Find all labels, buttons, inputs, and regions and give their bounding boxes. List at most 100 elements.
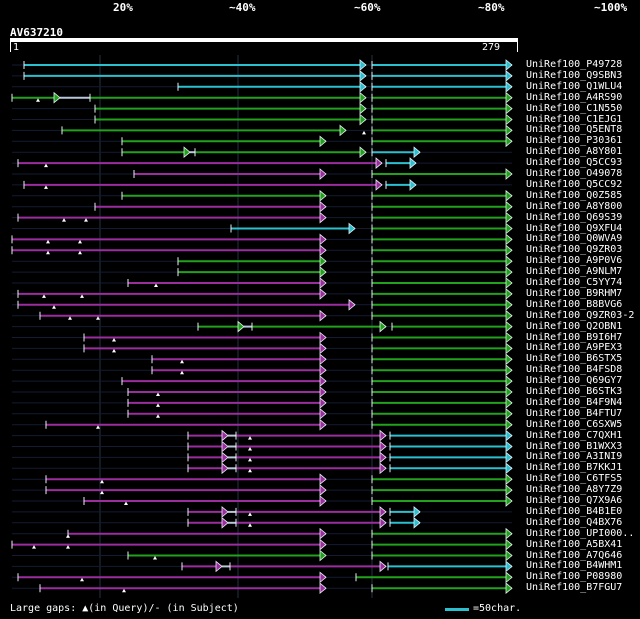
segment-end-arrow bbox=[505, 189, 513, 202]
hit-label[interactable]: UniRef100_A3INI9 bbox=[526, 451, 623, 463]
hit-label[interactable]: UniRef100_B6STK3 bbox=[526, 386, 623, 397]
hit-label[interactable]: UniRef100_B4FTU7 bbox=[526, 407, 623, 419]
hit-label[interactable]: UniRef100_P08980 bbox=[526, 571, 623, 583]
hit-label[interactable]: UniRef100_Q5CC93 bbox=[526, 157, 623, 169]
segment-end-arrow bbox=[319, 582, 327, 595]
segment-end-arrow bbox=[505, 549, 513, 562]
hit-label[interactable]: UniRef100_Q5ENT8 bbox=[526, 124, 623, 136]
segment-end-arrow bbox=[319, 407, 327, 420]
hit-label[interactable]: UniRef100_A9PEX3 bbox=[526, 342, 623, 354]
hit-label[interactable]: UniRef100_C7QXH1 bbox=[526, 429, 623, 441]
segment-end-arrow bbox=[505, 244, 513, 257]
hit-label[interactable]: UniRef100_Q9SBN3 bbox=[526, 69, 623, 81]
segment-end-arrow bbox=[413, 506, 421, 518]
query-gap-marker bbox=[156, 392, 160, 396]
hit-label[interactable]: UniRef100_A7Q646 bbox=[526, 549, 623, 561]
hit-label[interactable]: UniRef100_UPI000.. bbox=[526, 527, 635, 539]
hit-label[interactable]: UniRef100_B8BVG6 bbox=[526, 298, 623, 310]
segment-end-arrow bbox=[319, 211, 327, 224]
hit-label[interactable]: UniRef100_P30361 bbox=[526, 135, 623, 147]
hit-label[interactable]: UniRef100_Q5CC92 bbox=[526, 178, 623, 190]
hit-label[interactable]: UniRef100_B4B1E0 bbox=[526, 505, 623, 517]
hit-label[interactable]: UniRef100_B7FGU7 bbox=[526, 582, 623, 594]
hit-label[interactable]: UniRef100_Q1WLU4 bbox=[526, 80, 623, 92]
query-gap-marker bbox=[80, 577, 84, 582]
query-gap-marker bbox=[68, 316, 72, 320]
segment-end-arrow bbox=[505, 135, 513, 148]
segment-end-arrow bbox=[375, 179, 383, 191]
segment-end-arrow bbox=[379, 429, 387, 442]
query-gap-marker bbox=[248, 436, 252, 440]
scale-legend-bar bbox=[445, 608, 469, 611]
hit-label[interactable]: UniRef100_A9P0V6 bbox=[526, 255, 623, 267]
segment-end-arrow bbox=[505, 473, 513, 486]
query-gap-marker bbox=[156, 414, 160, 418]
hit-label[interactable]: UniRef100_C6TFS5 bbox=[526, 473, 623, 485]
hit-label[interactable]: UniRef100_O49078 bbox=[526, 168, 623, 179]
hit-label[interactable]: UniRef100_Q9ZR03 bbox=[526, 244, 623, 256]
segment-end-arrow bbox=[505, 80, 513, 93]
hit-label[interactable]: UniRef100_B9I6H7 bbox=[526, 331, 623, 343]
segment-end-arrow bbox=[505, 429, 513, 442]
segment-end-arrow bbox=[505, 91, 513, 104]
hit-label[interactable]: UniRef100_Q7X9A6 bbox=[526, 495, 623, 506]
segment-end-arrow bbox=[505, 375, 513, 387]
segment-end-arrow bbox=[319, 189, 327, 202]
hit-label[interactable]: UniRef100_B9RHM7 bbox=[526, 287, 623, 299]
hit-label[interactable]: UniRef100_Q69S39 bbox=[526, 211, 623, 223]
segment-end-arrow bbox=[505, 495, 513, 507]
hit-label[interactable]: UniRef100_Q69GY7 bbox=[526, 375, 623, 387]
query-gap-marker bbox=[112, 348, 116, 353]
query-gap-marker bbox=[248, 457, 252, 462]
query-gap-marker bbox=[44, 163, 48, 168]
query-gap-marker bbox=[46, 239, 50, 244]
query-gap-marker bbox=[44, 185, 48, 189]
segment-end-arrow bbox=[319, 364, 327, 377]
hit-label[interactable]: UniRef100_Q0WVA9 bbox=[526, 233, 623, 245]
hit-label[interactable]: UniRef100_B7KKJ1 bbox=[526, 462, 623, 474]
hit-label[interactable]: UniRef100_A4RS90 bbox=[526, 91, 623, 103]
segment-end-arrow bbox=[505, 451, 513, 464]
hit-label[interactable]: UniRef100_Q0Z585 bbox=[526, 189, 623, 201]
hit-label[interactable]: UniRef100_A8Y800 bbox=[526, 200, 623, 212]
hit-label[interactable]: UniRef100_A8Y7Z9 bbox=[526, 484, 623, 496]
hit-label[interactable]: UniRef100_C1N550 bbox=[526, 102, 623, 114]
query-gap-marker bbox=[36, 98, 40, 102]
percent-label-20: 20% bbox=[113, 1, 133, 14]
hit-label[interactable]: UniRef100_B4F9N4 bbox=[526, 396, 623, 408]
hit-label[interactable]: UniRef100_B1WXX3 bbox=[526, 440, 623, 452]
segment-end-arrow bbox=[505, 277, 513, 289]
hit-label[interactable]: UniRef100_C1EJG1 bbox=[526, 113, 623, 125]
hit-label[interactable]: UniRef100_A9NLM7 bbox=[526, 266, 623, 278]
segment-end-arrow bbox=[359, 91, 367, 104]
hit-label[interactable]: UniRef100_B4FSD8 bbox=[526, 364, 623, 376]
hit-label[interactable]: UniRef100_P49728 bbox=[526, 59, 623, 70]
hit-label[interactable]: UniRef100_C6SXW5 bbox=[526, 418, 623, 430]
hit-label[interactable]: UniRef100_B6STX5 bbox=[526, 353, 623, 365]
query-gap-marker bbox=[154, 283, 158, 287]
hit-label[interactable]: UniRef100_Q2OBN1 bbox=[526, 320, 623, 332]
hit-label[interactable]: UniRef100_A8Y801 bbox=[526, 146, 623, 158]
segment-end-arrow bbox=[319, 255, 327, 268]
segment-end-arrow bbox=[319, 135, 327, 148]
query-gap-marker bbox=[248, 468, 252, 473]
hit-label[interactable]: UniRef100_Q4BX76 bbox=[526, 516, 623, 528]
hit-label[interactable]: UniRef100_A5BX41 bbox=[526, 538, 623, 550]
hit-label[interactable]: UniRef100_C5YY74 bbox=[526, 277, 623, 288]
segment-end-arrow bbox=[505, 255, 513, 268]
hit-label[interactable]: UniRef100_Q9ZR03-2 bbox=[526, 309, 635, 321]
query-end: 279 bbox=[482, 42, 501, 53]
hit-label[interactable]: UniRef100_Q9XFU4 bbox=[526, 222, 623, 234]
segment-end-arrow bbox=[505, 102, 513, 115]
query-bar bbox=[10, 38, 518, 42]
segment-end-arrow bbox=[319, 331, 327, 344]
segment-end-arrow bbox=[505, 353, 513, 366]
hit-label[interactable]: UniRef100_B4WHM1 bbox=[526, 560, 623, 572]
query-gap-marker bbox=[112, 338, 116, 342]
scale-legend-text: =50char. bbox=[473, 603, 522, 614]
segment-end-arrow bbox=[379, 462, 387, 475]
segment-end-arrow bbox=[319, 168, 327, 180]
query-gap-marker bbox=[96, 425, 100, 429]
percent-label-100: ~100% bbox=[594, 1, 628, 14]
